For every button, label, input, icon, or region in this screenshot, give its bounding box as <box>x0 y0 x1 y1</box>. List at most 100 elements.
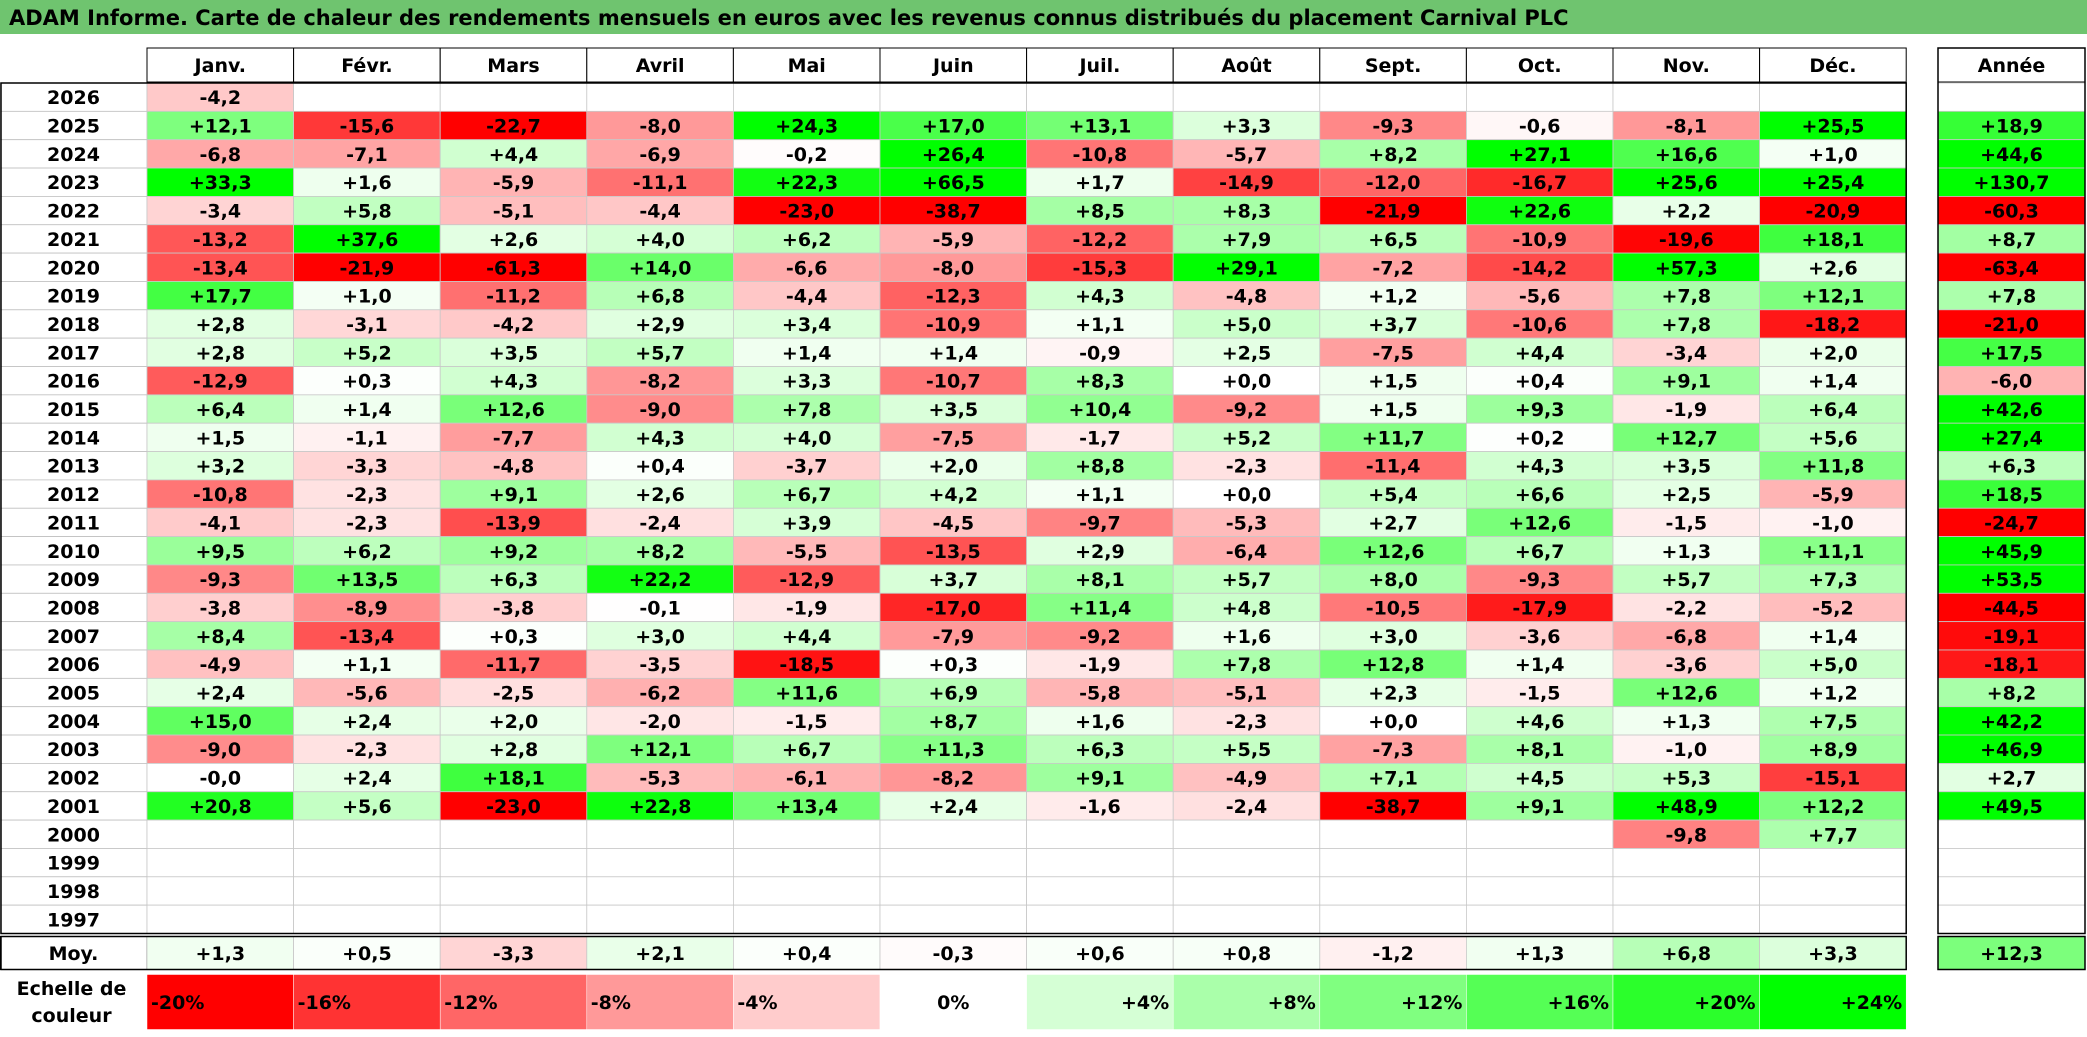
year-label: 2007 <box>47 626 100 648</box>
heatmap-cell <box>1466 83 1613 111</box>
heatmap-value: +2,7 <box>1368 512 1418 534</box>
heatmap-value: -2,2 <box>1666 597 1708 619</box>
heatmap-value: +9,1 <box>1515 796 1565 818</box>
month-header: Déc. <box>1809 55 1856 77</box>
heatmap-value: -3,1 <box>346 314 388 336</box>
average-value: +0,8 <box>1222 943 1272 965</box>
heatmap-value: +6,2 <box>342 541 392 563</box>
heatmap-value: -0,1 <box>639 597 681 619</box>
heatmap-value: -8,1 <box>1666 116 1708 138</box>
heatmap-value: -38,7 <box>1366 796 1421 818</box>
heatmap-value: +1,5 <box>1368 371 1418 393</box>
heatmap-value: -6,8 <box>200 144 242 166</box>
heatmap-cell <box>587 820 734 848</box>
heatmap-value: +8,1 <box>1515 739 1565 761</box>
month-header: Nov. <box>1663 55 1710 77</box>
heatmap-value: +1,4 <box>1808 626 1858 648</box>
heatmap-value: +0,3 <box>489 626 539 648</box>
heatmap-value: +0,2 <box>1515 427 1565 449</box>
heatmap-cell <box>294 83 441 111</box>
heatmap-value: +2,6 <box>489 229 539 251</box>
heatmap-value: -3,4 <box>200 201 242 223</box>
heatmap-value: +3,5 <box>1662 456 1712 478</box>
heatmap-value: +22,8 <box>629 796 692 818</box>
year-label: 2000 <box>47 824 100 846</box>
month-header: Févr. <box>341 55 392 77</box>
heatmap-cell <box>880 905 1027 933</box>
annual-value: -60,3 <box>1984 201 2039 223</box>
heatmap-value: -9,3 <box>200 569 242 591</box>
heatmap-value: +8,5 <box>1075 201 1125 223</box>
year-label: 2010 <box>47 541 100 563</box>
heatmap-value: +7,1 <box>1368 768 1418 790</box>
heatmap-value: +1,4 <box>1515 654 1565 676</box>
heatmap-value: +2,9 <box>1075 541 1125 563</box>
heatmap-cell <box>1760 83 1907 111</box>
heatmap-cell <box>1320 877 1467 905</box>
heatmap-value: +5,7 <box>1222 569 1272 591</box>
heatmap-value: +2,4 <box>929 796 979 818</box>
heatmap-cell <box>1173 905 1320 933</box>
heatmap-value: -1,0 <box>1812 512 1854 534</box>
heatmap-cell <box>294 905 441 933</box>
heatmap-value: +3,0 <box>1368 626 1418 648</box>
heatmap-value: -5,9 <box>493 172 535 194</box>
heatmap-value: -1,5 <box>1519 683 1561 705</box>
heatmap-value: +2,6 <box>1808 257 1858 279</box>
heatmap-value: -13,4 <box>340 626 395 648</box>
heatmap-value: +18,1 <box>482 768 545 790</box>
annual-value: +44,6 <box>1980 144 2043 166</box>
heatmap-value: -0,6 <box>1519 116 1561 138</box>
heatmap-value: -19,6 <box>1659 229 1714 251</box>
heatmap-value: -11,2 <box>486 286 541 308</box>
annual-value: +42,6 <box>1980 399 2043 421</box>
scale-step-label: -16% <box>298 992 351 1014</box>
heatmap-value: +12,1 <box>1801 286 1864 308</box>
year-label: 2017 <box>47 342 100 364</box>
heatmap-cell <box>1466 848 1613 876</box>
heatmap-value: +4,2 <box>929 484 979 506</box>
heatmap-value: -14,2 <box>1512 257 1567 279</box>
heatmap-value: -4,9 <box>200 654 242 676</box>
heatmap-value: +5,8 <box>342 201 392 223</box>
heatmap-value: -14,9 <box>1219 172 1274 194</box>
heatmap-value: -2,3 <box>346 739 388 761</box>
average-value: +1,3 <box>196 943 246 965</box>
heatmap-value: -6,8 <box>1666 626 1708 648</box>
heatmap-value: -0,9 <box>1079 342 1121 364</box>
heatmap-value: -1,7 <box>1079 427 1121 449</box>
heatmap-value: -1,1 <box>346 427 388 449</box>
heatmap-value: +8,4 <box>196 626 246 648</box>
month-header: Mars <box>487 55 539 77</box>
heatmap-value: -20,9 <box>1806 201 1861 223</box>
heatmap-cell <box>1173 820 1320 848</box>
heatmap-value: +7,8 <box>1662 314 1712 336</box>
heatmap-value: +57,3 <box>1655 257 1718 279</box>
heatmap-value: +11,4 <box>1068 597 1131 619</box>
heatmap-value: +4,3 <box>1515 456 1565 478</box>
heatmap-value: -9,0 <box>200 739 242 761</box>
heatmap-value: -3,5 <box>639 654 681 676</box>
heatmap-value: +0,3 <box>342 371 392 393</box>
scale-step-label: +4% <box>1121 992 1169 1014</box>
heatmap-value: +3,9 <box>782 512 832 534</box>
scale-step-label: -20% <box>151 992 204 1014</box>
heatmap-value: +10,4 <box>1068 399 1131 421</box>
heatmap-value: +7,8 <box>1222 654 1272 676</box>
heatmap-value: -8,0 <box>639 116 681 138</box>
heatmap-value: -6,9 <box>639 144 681 166</box>
heatmap-cell <box>587 905 734 933</box>
heatmap-value: +4,3 <box>1075 286 1125 308</box>
heatmap-value: -17,9 <box>1512 597 1567 619</box>
heatmap-value: -2,3 <box>346 512 388 534</box>
heatmap-value: +2,4 <box>342 768 392 790</box>
annual-value: +27,4 <box>1980 427 2043 449</box>
heatmap-value: +27,1 <box>1508 144 1571 166</box>
heatmap-value: -12,2 <box>1073 229 1128 251</box>
heatmap-value: +9,1 <box>1662 371 1712 393</box>
heatmap-value: -9,3 <box>1519 569 1561 591</box>
annual-value: +45,9 <box>1980 541 2043 563</box>
scale-step-label: +12% <box>1401 992 1462 1014</box>
heatmap-value: +6,4 <box>196 399 246 421</box>
